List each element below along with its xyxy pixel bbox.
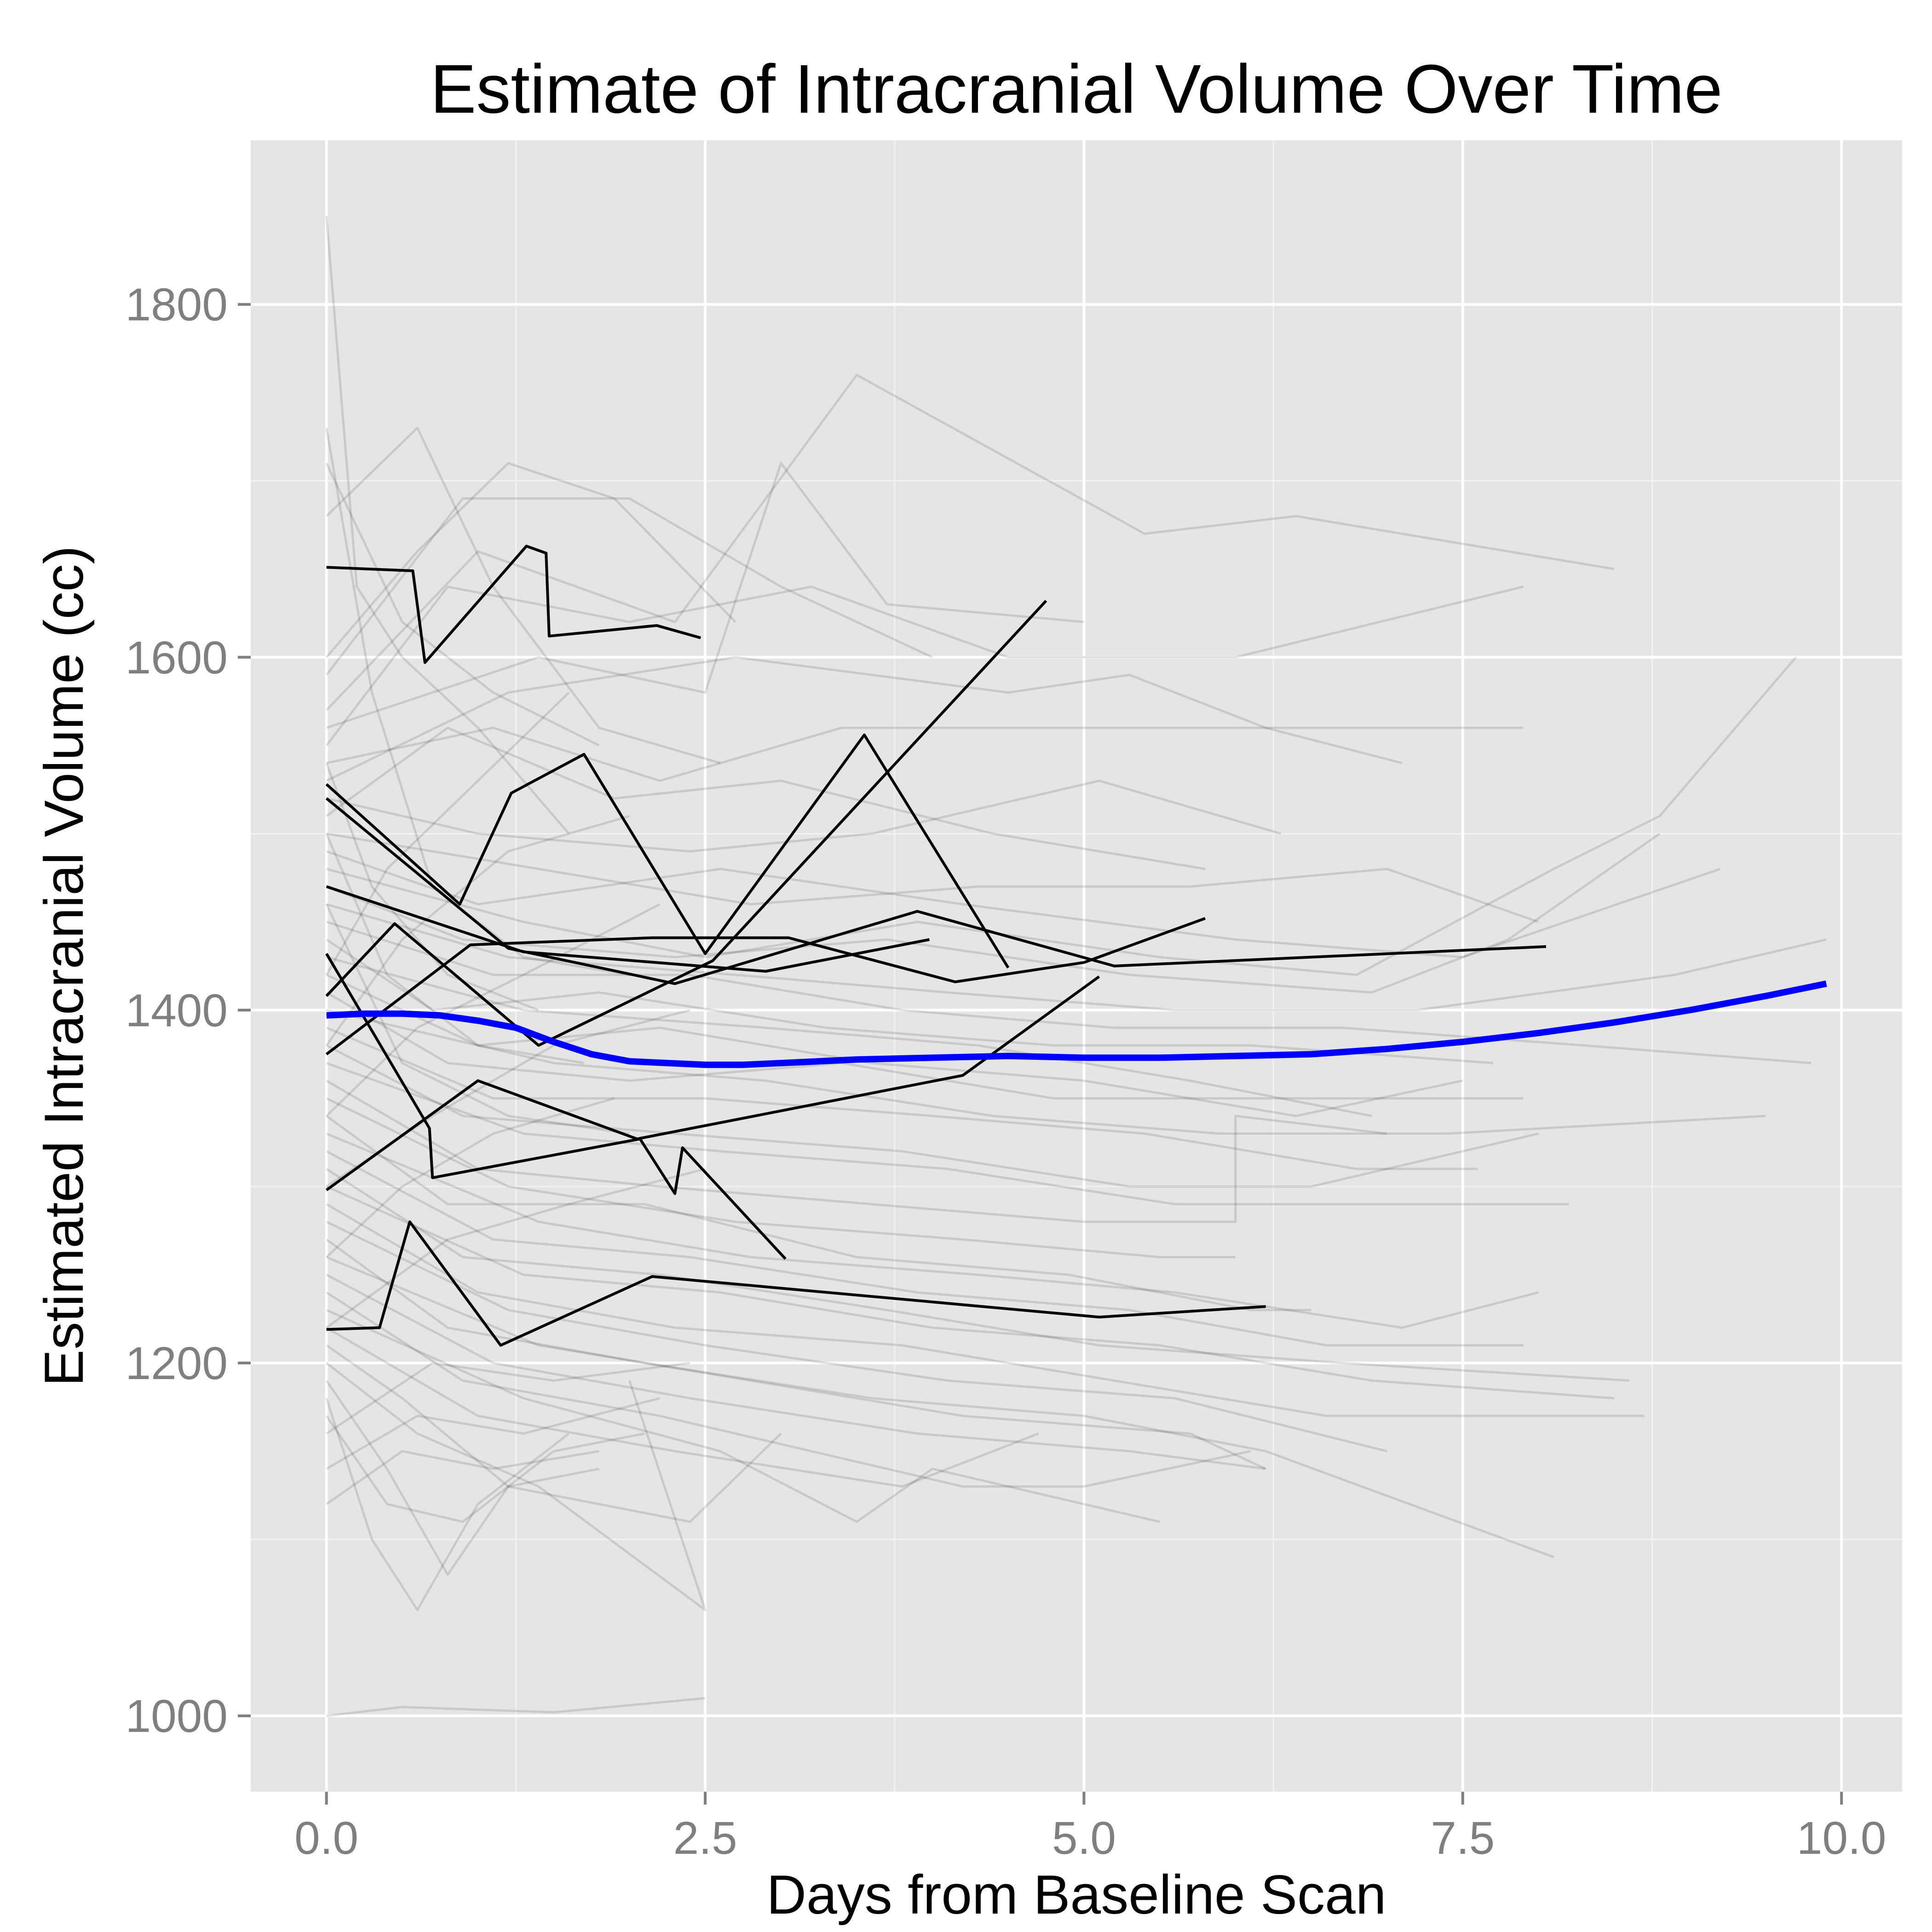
background-series-line-17 — [326, 903, 1827, 1012]
background-series-line-48 — [326, 1397, 660, 1470]
x-tick-label-4: 10.0 — [1797, 1812, 1886, 1864]
background-series-line-55 — [325, 1097, 615, 1258]
background-series-line-3 — [325, 426, 721, 765]
x-axis-label: Days from Baseline Scan — [766, 1864, 1386, 1926]
background-series-line-45 — [325, 1397, 570, 1611]
background-series-line-39 — [326, 1291, 1251, 1488]
background-series-line-40 — [326, 1309, 1160, 1523]
background-series-line-18 — [326, 920, 1811, 1064]
background-series-line-52 — [325, 815, 630, 1046]
background-series-line-14 — [326, 850, 1721, 959]
y-tick-label-0: 1000 — [126, 1690, 228, 1742]
y-tick-label-2: 1400 — [126, 985, 228, 1036]
background-series-line-5 — [325, 497, 933, 676]
background-series-line-12 — [326, 726, 1206, 870]
chart-title: Estimate of Intracranial Volume Over Tim… — [430, 50, 1722, 127]
highlight-series-line-0 — [326, 545, 702, 664]
background-series-line-32 — [326, 1168, 1630, 1382]
background-series-line-27 — [326, 1080, 1387, 1223]
major-gridlines — [251, 140, 1902, 1792]
y-axis-label: Estimated Intracranial Volume (cc) — [33, 546, 95, 1386]
background-series-line-41 — [326, 1327, 1039, 1488]
highlight-series-line-5 — [325, 600, 1047, 1047]
background-series-line-47 — [326, 1362, 690, 1435]
background-series-line-21 — [326, 973, 1463, 1117]
background-series-line-36 — [326, 1238, 1554, 1558]
background-series-line-11 — [326, 779, 1282, 853]
background-series-line-23 — [326, 1009, 1766, 1135]
x-axis-ticks: 0.0 2.5 5.0 7.5 10.0 — [294, 1792, 1886, 1864]
background-series-line-57 — [325, 763, 539, 1012]
background-series-line-2 — [325, 462, 600, 747]
background-series-line-15 — [326, 656, 1797, 976]
background-series-line-19 — [326, 938, 1493, 1064]
x-tick-label-1: 2.5 — [673, 1812, 737, 1864]
background-series-line-25 — [326, 1044, 1539, 1188]
plot-panel — [251, 140, 1902, 1792]
background-series-line-6 — [325, 374, 1615, 711]
background-series-line-34 — [326, 1203, 1645, 1417]
background-series-line-28 — [326, 1097, 1236, 1259]
x-tick-label-3: 7.5 — [1431, 1812, 1495, 1864]
background-series-line-26 — [326, 1062, 1569, 1206]
background-series-line-29 — [326, 1115, 1311, 1311]
background-series-group — [325, 216, 1827, 1717]
background-series-line-38 — [326, 1273, 1266, 1470]
background-series-line-30 — [326, 1133, 1539, 1329]
highlight-series-line-7 — [325, 975, 1100, 1191]
highlight-series-line-1 — [325, 733, 1010, 969]
background-series-line-10 — [326, 656, 1403, 782]
background-series-line-59 — [325, 903, 630, 1135]
background-series-line-33 — [326, 1185, 1615, 1400]
y-tick-label-1: 1200 — [126, 1338, 228, 1389]
background-series-line-31 — [326, 1150, 1524, 1347]
background-series-line-9 — [326, 726, 1524, 782]
background-series-line-0 — [325, 216, 570, 834]
background-series-line-51 — [325, 691, 570, 976]
background-series-line-24 — [326, 1026, 1478, 1170]
highlight-series-line-6 — [325, 917, 1206, 1056]
y-axis-ticks: 1000 1200 1400 1600 1800 — [126, 279, 251, 1742]
background-series-line-50 — [326, 1697, 706, 1717]
background-series-line-4 — [325, 462, 736, 658]
background-series-line-49 — [326, 1450, 599, 1505]
smooth-fit-line — [326, 980, 1827, 1068]
background-series-line-56 — [326, 1167, 706, 1329]
highlight-series-line-8 — [326, 1220, 1266, 1347]
smooth-fit-group — [326, 980, 1827, 1068]
background-series-line-35 — [326, 1220, 1387, 1453]
background-series-line-43 — [326, 1362, 707, 1611]
background-series-line-7 — [326, 462, 1084, 729]
highlight-series-line-2 — [325, 797, 1547, 985]
minor-gridlines — [251, 140, 1902, 1792]
background-series-line-42 — [326, 1344, 782, 1523]
highlight-series-line-3 — [326, 885, 930, 973]
background-series-line-58 — [325, 833, 585, 1064]
x-tick-label-0: 0.0 — [294, 1812, 358, 1864]
x-tick-label-2: 5.0 — [1052, 1812, 1116, 1864]
y-tick-label-4: 1800 — [126, 279, 228, 331]
background-series-line-46 — [325, 1415, 645, 1523]
background-series-line-20 — [326, 956, 1372, 1117]
highlight-series-group — [325, 545, 1547, 1347]
background-series-line-37 — [326, 1256, 1266, 1470]
background-series-line-13 — [326, 832, 1539, 923]
background-series-line-44 — [325, 1380, 599, 1576]
y-tick-label-3: 1600 — [126, 632, 228, 684]
background-series-line-8 — [325, 585, 1524, 747]
